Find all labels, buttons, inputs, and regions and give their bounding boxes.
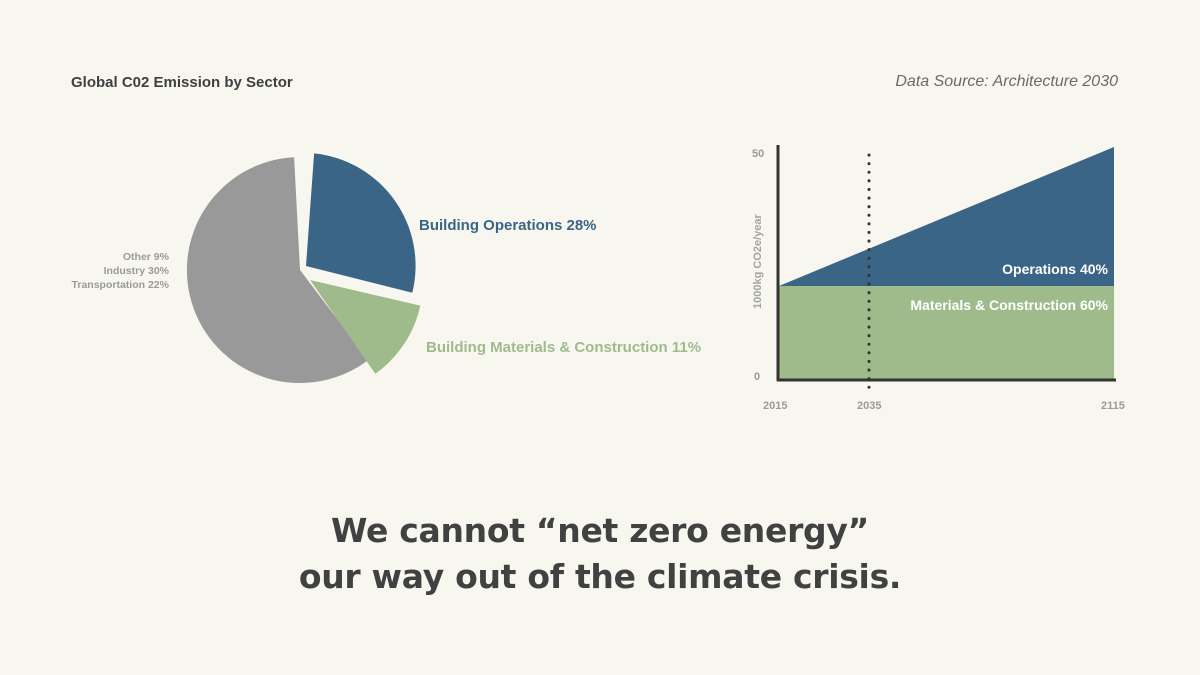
y-tick-0: 0: [754, 371, 761, 383]
y-axis-label: 1000kg CO2e/year: [752, 214, 764, 309]
label-building-operations: Building Operations 28%: [419, 217, 597, 234]
x-tick-2115: 2115: [1101, 400, 1125, 412]
operations-area-label: Operations 40%: [1002, 261, 1108, 277]
headline-line-2: our way out of the climate crisis.: [298, 557, 902, 596]
area-operations: [779, 147, 1114, 286]
pie-slice-operations: [306, 153, 416, 293]
pie-slice-other: [186, 157, 369, 384]
y-tick-50: 50: [752, 148, 765, 160]
pie-slice-materials: [310, 280, 421, 374]
area-materials: [779, 286, 1114, 379]
materials-area-label: Materials & Construction 60%: [910, 297, 1108, 313]
x-tick-2015: 2015: [763, 400, 788, 412]
data-source: Data Source: Architecture 2030: [895, 73, 1118, 90]
area-chart: [776, 145, 1116, 395]
label-building-materials: Building Materials & Construction 11%: [426, 339, 702, 356]
chart-title: Global C02 Emission by Sector: [71, 74, 293, 91]
label-industry: Industry 30%: [103, 265, 169, 277]
pie-gray-labels: Other 9% Industry 30% Transportation 22%: [72, 250, 169, 292]
label-other: Other 9%: [122, 251, 169, 263]
headline: We cannot “net zero energy” our way out …: [0, 508, 1200, 600]
x-tick-2035: 2035: [857, 400, 882, 412]
headline-line-1: We cannot “net zero energy”: [331, 511, 869, 550]
label-transportation: Transportation 22%: [71, 279, 169, 291]
